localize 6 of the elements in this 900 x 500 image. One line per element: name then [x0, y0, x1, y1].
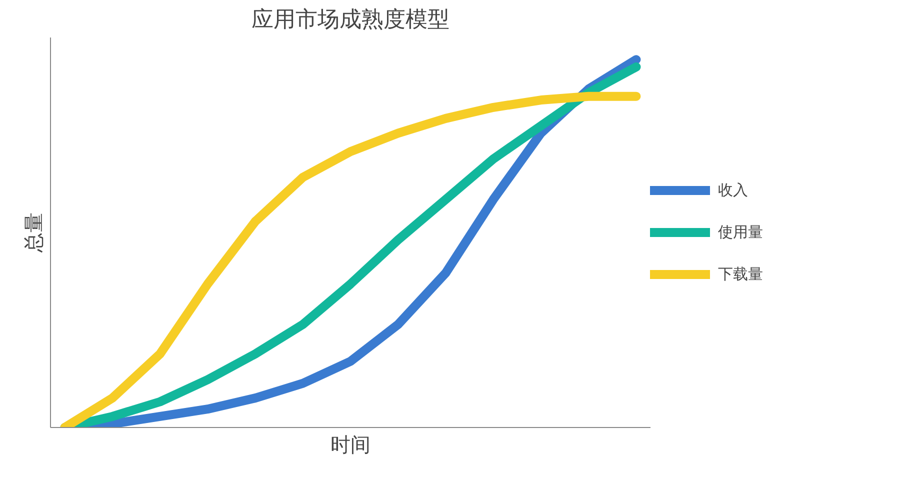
x-axis-title: 时间: [330, 432, 370, 456]
chart-title: 应用市场成熟度模型: [252, 8, 450, 32]
legend-label: 下载量: [718, 264, 763, 284]
y-axis-title: 总量: [22, 212, 46, 254]
legend-label: 使用量: [718, 222, 763, 242]
legend-label: 收入: [718, 180, 748, 200]
